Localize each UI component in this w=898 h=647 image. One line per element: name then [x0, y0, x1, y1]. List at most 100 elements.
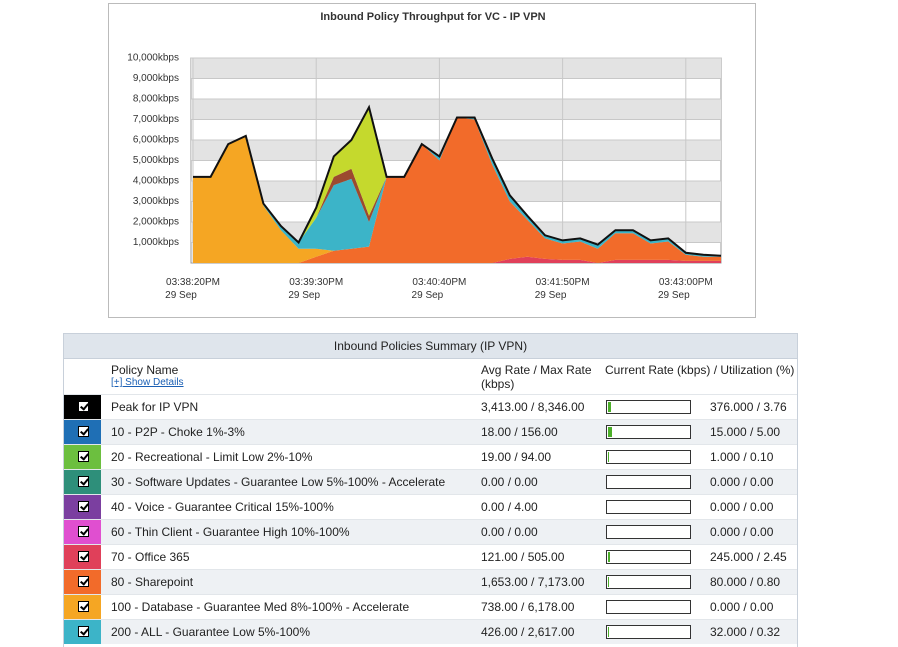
x-tick-date: 29 Sep [412, 290, 444, 301]
table-row: 10 - P2P - Choke 1%-3% 18.00 / 156.00 15.0… [64, 419, 797, 444]
show-details-link[interactable]: [+] Show Details [111, 377, 184, 388]
utilization-bar [606, 600, 691, 614]
utilization-bar [606, 500, 691, 514]
policy-name: 20 - Recreational - Limit Low 2%-10% [111, 450, 313, 464]
y-tick-label: 1,000kbps [133, 237, 179, 248]
area-series [193, 256, 721, 263]
area-series [193, 117, 721, 263]
rates: 121.00 / 505.00 [481, 550, 565, 564]
x-tick-label: 03:41:50PM [536, 277, 590, 288]
policy-name: 10 - P2P - Choke 1%-3% [111, 425, 245, 439]
grid-band [191, 58, 721, 79]
color-swatch [64, 545, 101, 569]
table-row: Peak for IP VPN 3,413.00 / 8,346.00 376.00… [64, 394, 797, 419]
color-swatch [64, 595, 101, 619]
checkbox[interactable] [78, 426, 89, 437]
y-tick-label: 8,000kbps [133, 94, 179, 105]
table-header: Policy Name [+] Show Details Avg Rate / … [64, 359, 797, 394]
utilization-bar [606, 400, 691, 414]
header-rates: Avg Rate / Max Rate (kbps) [481, 363, 592, 391]
color-swatch [64, 420, 101, 444]
header-name: Policy Name [111, 363, 179, 377]
x-tick-date: 29 Sep [658, 290, 690, 301]
chart-panel: Inbound Policy Throughput for VC - IP VP… [108, 3, 756, 318]
policy-name: 70 - Office 365 [111, 550, 190, 564]
y-tick-label: 3,000kbps [133, 196, 179, 207]
color-swatch [64, 520, 101, 544]
color-swatch [64, 570, 101, 594]
current-rate: 1.000 / 0.10 [710, 450, 774, 464]
x-tick-date: 29 Sep [288, 290, 320, 301]
chart: Inbound Policy Throughput for VC - IP VP… [127, 11, 722, 301]
policy-name: 80 - Sharepoint [111, 575, 194, 589]
checkbox[interactable] [78, 401, 89, 412]
checkbox[interactable] [78, 551, 89, 562]
checkbox[interactable] [78, 451, 89, 462]
checkbox[interactable] [78, 601, 89, 612]
policy-name: 40 - Voice - Guarantee Critical 15%-100% [111, 500, 334, 514]
x-tick-date: 29 Sep [165, 290, 197, 301]
checkbox[interactable] [78, 476, 89, 487]
policy-table: Inbound Policies Summary (IP VPN) Policy… [63, 333, 798, 647]
rates: 1,653.00 / 7,173.00 [481, 575, 585, 589]
current-rate: 0.000 / 0.00 [710, 525, 774, 539]
x-tick-date: 29 Sep [535, 290, 567, 301]
checkbox[interactable] [78, 576, 89, 587]
chart-title: Inbound Policy Throughput for VC - IP VP… [320, 11, 545, 23]
table-row: 60 - Thin Client - Guarantee High 10%-10… [64, 519, 797, 544]
current-rate: 376.000 / 3.76 [710, 400, 787, 414]
current-rate: 0.000 / 0.00 [710, 600, 774, 614]
table-body: Peak for IP VPN 3,413.00 / 8,346.00 376.00… [64, 394, 797, 644]
color-swatch [64, 470, 101, 494]
header-current: Current Rate (kbps) / Utilization (%) [605, 363, 795, 377]
y-tick-label: 5,000kbps [133, 155, 179, 166]
rates: 426.00 / 2,617.00 [481, 625, 575, 639]
current-rate: 245.000 / 2.45 [710, 550, 787, 564]
table-title: Inbound Policies Summary (IP VPN) [64, 334, 797, 359]
rates: 19.00 / 94.00 [481, 450, 552, 464]
policy-name: 200 - ALL - Guarantee Low 5%-100% [111, 625, 311, 639]
total-outline [193, 104, 722, 257]
policy-name: 30 - Software Updates - Guarantee Low 5%… [111, 475, 446, 489]
current-rate: 80.000 / 0.80 [710, 575, 781, 589]
utilization-bar [606, 550, 691, 564]
rates: 0.00 / 0.00 [481, 525, 538, 539]
grid-band [191, 99, 721, 120]
current-rate: 0.000 / 0.00 [710, 500, 774, 514]
rates: 18.00 / 156.00 [481, 425, 558, 439]
x-tick-label: 03:43:00PM [659, 277, 713, 288]
area-series [193, 117, 721, 263]
table-row: 70 - Office 365 121.00 / 505.00 245.000 / … [64, 544, 797, 569]
rates: 0.00 / 4.00 [481, 500, 538, 514]
table-row: 100 - Database - Guarantee Med 8%-100% -… [64, 594, 797, 619]
checkbox[interactable] [78, 626, 89, 637]
color-swatch [64, 395, 101, 419]
current-rate: 0.000 / 0.00 [710, 475, 774, 489]
table-row: 30 - Software Updates - Guarantee Low 5%… [64, 469, 797, 494]
x-tick-label: 03:38:20PM [166, 277, 220, 288]
utilization-fill [608, 552, 610, 562]
utilization-bar [606, 450, 691, 464]
rates: 738.00 / 6,178.00 [481, 600, 575, 614]
current-rate: 32.000 / 0.32 [710, 625, 781, 639]
utilization-bar [606, 425, 691, 439]
utilization-fill [608, 402, 612, 412]
y-tick-label: 9,000kbps [133, 73, 179, 84]
utilization-bar [606, 475, 691, 489]
area-series [193, 117, 721, 257]
checkbox[interactable] [78, 501, 89, 512]
checkbox[interactable] [78, 526, 89, 537]
table-row: 20 - Recreational - Limit Low 2%-10% 19.0… [64, 444, 797, 469]
utilization-bar [606, 575, 691, 589]
rates: 3,413.00 / 8,346.00 [481, 400, 585, 414]
current-rate: 15.000 / 5.00 [710, 425, 781, 439]
policy-name: 100 - Database - Guarantee Med 8%-100% -… [111, 600, 410, 614]
utilization-fill [608, 427, 613, 437]
x-tick-label: 03:39:30PM [289, 277, 343, 288]
utilization-bar [606, 625, 691, 639]
y-tick-label: 2,000kbps [133, 217, 179, 228]
table-row: 40 - Voice - Guarantee Critical 15%-100%… [64, 494, 797, 519]
rates: 0.00 / 0.00 [481, 475, 538, 489]
utilization-bar [606, 525, 691, 539]
